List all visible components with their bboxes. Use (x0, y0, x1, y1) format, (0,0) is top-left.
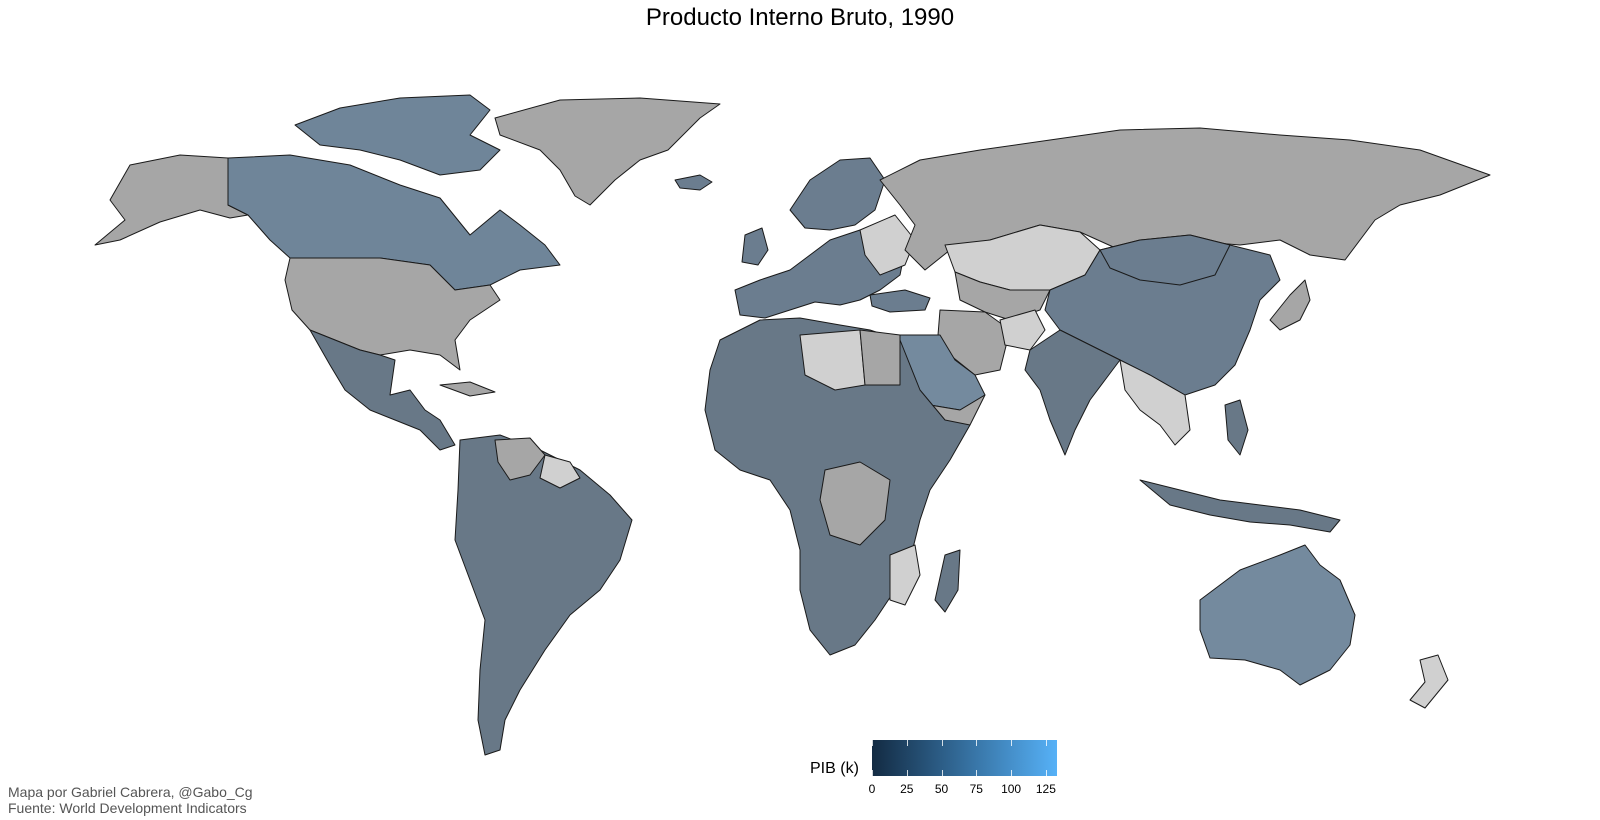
caption-source: Fuente: World Development Indicators (8, 800, 247, 816)
country-canada-arctic (294, 94, 501, 176)
legend-tick-mark (872, 770, 873, 776)
country-iceland (674, 174, 713, 191)
caption: Mapa por Gabriel Cabrera, @Gabo_Cg Fuent… (8, 784, 253, 816)
country-mozambique (889, 544, 921, 606)
legend-tick-label: 100 (1001, 782, 1022, 796)
legend-tick-label: 25 (900, 782, 914, 796)
legend-tick-mark (1011, 770, 1013, 776)
legend-tick-label: 125 (1035, 782, 1056, 796)
country-japan (1269, 279, 1311, 331)
country-cuba (439, 381, 496, 397)
legend-tick-mark (906, 740, 908, 746)
country-southeast-asia (1119, 359, 1191, 446)
legend-tick-mark (1011, 740, 1013, 746)
country-east-europe (859, 214, 916, 276)
country-russia (879, 127, 1491, 271)
country-libya (799, 329, 866, 391)
legend-tick-mark (941, 770, 943, 776)
legend-tick-mark (872, 740, 873, 746)
country-europe (734, 229, 906, 319)
country-central-asia (954, 271, 1051, 321)
country-mongolia (1099, 234, 1231, 286)
legend-tick-label: 50 (934, 782, 949, 796)
country-usa (284, 257, 501, 371)
country-drc (819, 461, 891, 546)
country-indonesia (1139, 479, 1341, 533)
legend-tick-label: 75 (969, 782, 983, 796)
legend-tick-mark (976, 740, 978, 746)
country-turkey (869, 289, 931, 313)
legend-tick-mark (976, 770, 978, 776)
country-madagascar (934, 549, 961, 613)
legend-colorbar (872, 740, 1057, 776)
legend-tick-mark (906, 770, 908, 776)
country-egypt (859, 329, 901, 386)
map-title: Producto Interno Bruto, 1990 (645, 4, 955, 31)
country-australia (1199, 544, 1356, 686)
legend-title: PIB (k) (810, 760, 859, 777)
country-alaska (94, 154, 249, 246)
legend-tick-label: 0 (868, 782, 876, 796)
country-philippines (1224, 399, 1249, 456)
country-canada (227, 154, 561, 291)
country-greenland (494, 97, 721, 206)
country-guyanas (539, 454, 581, 489)
country-south-america (454, 434, 633, 756)
country-scandinavia (789, 157, 886, 231)
country-india (1024, 329, 1121, 456)
country-mexico (309, 329, 456, 451)
legend-tick-mark (941, 740, 943, 746)
country-afghanistan (999, 309, 1046, 351)
country-new-zealand (1409, 654, 1449, 709)
caption-author: Mapa por Gabriel Cabrera, @Gabo_Cg (8, 784, 253, 800)
legend-tick-mark (1045, 770, 1047, 776)
legend-tick-mark (1045, 740, 1047, 746)
country-venezuela (494, 437, 546, 481)
country-uk (741, 227, 769, 266)
legend: PIB (k) 0 25 50 75 100 125 (810, 738, 1070, 808)
